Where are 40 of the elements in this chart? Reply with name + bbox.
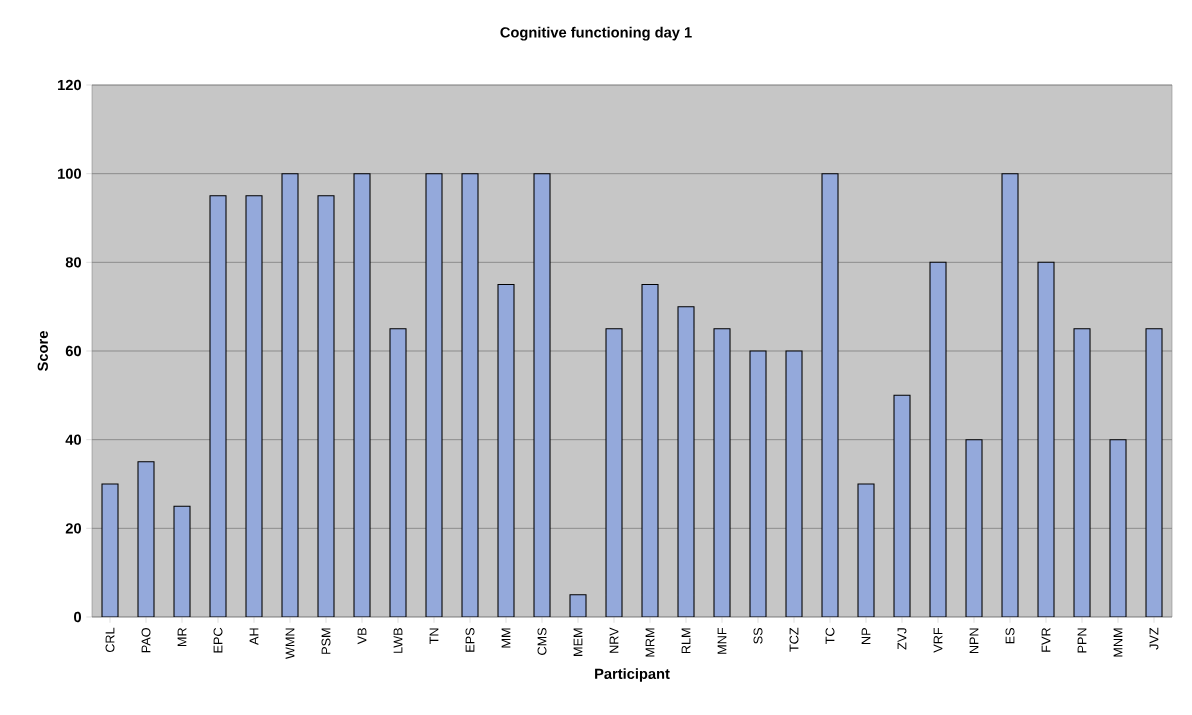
x-tick-label: ZVJ xyxy=(897,628,907,650)
x-tick-label: AH xyxy=(249,628,259,645)
chart-title: Cognitive functioning day 1 xyxy=(500,26,692,41)
x-tick-label: FVR xyxy=(1041,627,1051,652)
x-tick-label: PPN xyxy=(1077,628,1087,653)
x-tick-label: RLM xyxy=(681,628,691,654)
y-tick-label: 20 xyxy=(65,523,81,534)
x-tick-label: NRV xyxy=(609,627,619,653)
x-tick-label: EPS xyxy=(465,627,475,652)
x-tick-label: NP xyxy=(861,628,871,644)
x-tick-label: TCZ xyxy=(789,627,799,652)
x-axis-title: Participant xyxy=(595,668,670,682)
x-tick-label: MRM xyxy=(645,628,655,657)
x-tick-label: MNM xyxy=(1113,628,1123,657)
x-tick-label: PSM xyxy=(321,628,331,654)
x-tick-label: LWB xyxy=(393,628,403,653)
x-tick-label: NPN xyxy=(969,628,979,654)
x-tick-label: VRF xyxy=(933,627,943,653)
x-tick-label: MR xyxy=(177,627,187,647)
x-tick-label: MM xyxy=(501,628,511,648)
x-tick-label: TC xyxy=(825,627,835,644)
x-tick-label: ES xyxy=(1005,627,1015,644)
x-tick-label: EPC xyxy=(213,627,223,653)
y-tick-label: 120 xyxy=(58,79,81,91)
y-tick-label: 100 xyxy=(58,168,81,179)
y-axis-title: Score xyxy=(37,331,48,371)
y-tick-label: 60 xyxy=(65,345,81,357)
x-tick-label: JVZ xyxy=(1149,627,1159,650)
x-tick-label: MEM xyxy=(573,628,583,656)
x-tick-label: SS xyxy=(753,627,763,644)
x-tick-label: TN xyxy=(429,628,439,644)
x-tick-label: CRL xyxy=(105,627,115,653)
x-tick-label: CMS xyxy=(537,627,547,655)
y-tick-label: 0 xyxy=(74,611,81,623)
x-tick-label: MNF xyxy=(717,627,727,654)
x-tick-label: VB xyxy=(357,628,367,645)
x-tick-label: PAO xyxy=(141,628,151,653)
y-tick-label: 40 xyxy=(65,434,81,445)
y-tick-label: 80 xyxy=(65,257,81,268)
x-tick-label: WMN xyxy=(285,628,295,659)
